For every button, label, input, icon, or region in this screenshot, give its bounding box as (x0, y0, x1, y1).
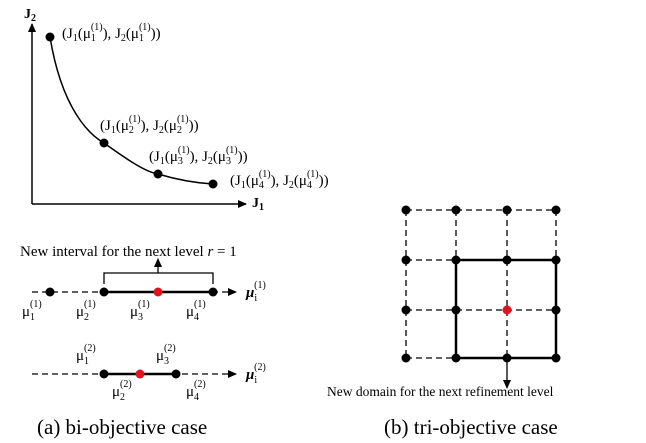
interval-bracket (103, 272, 214, 284)
dashed-grid (405, 209, 557, 359)
line1-label-2: μ2(1) (76, 299, 96, 323)
bi-objective-diagram: New interval for the next level r = 1 μi… (20, 244, 266, 439)
caption-a: (a) bi-objective case (37, 415, 207, 439)
pareto-label-4: (J1(μ4(1)), J2(μ4(1))) (230, 169, 329, 191)
pareto-label-1: (J1(μ1(1)), J2(μ1(1))) (62, 22, 161, 44)
pareto-plot: J2 J1 (J1(μ1(1)), J2(μ1(1))) (J1(μ2(1)),… (24, 7, 329, 213)
line1-point-2 (99, 287, 109, 297)
line2-label-2: μ2(2) (112, 379, 132, 403)
tri-objective-diagram: New domain for the next refinement level… (327, 205, 561, 439)
interval-label: New interval for the next level r = 1 (20, 244, 237, 260)
y-axis-label: J2 (24, 7, 36, 24)
pareto-point-2 (99, 138, 109, 148)
pareto-point-4 (208, 179, 218, 189)
line2-point-3 (171, 369, 181, 379)
line1-point-4 (208, 287, 218, 297)
line2-point-1 (99, 369, 109, 379)
line2-label-4: μ4(2) (186, 379, 206, 403)
line1-label-3: μ3(1) (130, 299, 150, 323)
grid-points (401, 205, 561, 363)
line2-axis-label: μi(2) (245, 362, 266, 386)
caption-b: (b) tri-objective case (384, 415, 558, 439)
pareto-curve (49, 36, 214, 185)
line1-point-mid (153, 287, 163, 297)
line2-label-1: μ1(2) (76, 343, 96, 367)
pareto-point-3 (153, 169, 163, 179)
pareto-label-3: (J1(μ3(1)), J2(μ3(1))) (149, 145, 248, 167)
line1-label-1: μ1(1) (22, 299, 42, 323)
line2-point-mid (135, 369, 145, 379)
pareto-label-2: (J1(μ2(1)), J2(μ2(1))) (100, 114, 199, 136)
line2-label-3: μ3(2) (156, 343, 176, 367)
line1-label-4: μ4(1) (186, 299, 206, 323)
line1-point-1 (45, 287, 55, 297)
x-axis-label: J1 (252, 196, 264, 213)
line1-axis-label: μi(1) (245, 280, 266, 304)
pareto-point-1 (45, 32, 55, 42)
domain-label: New domain for the next refinement level (327, 384, 554, 399)
grid-point-center (502, 305, 512, 315)
